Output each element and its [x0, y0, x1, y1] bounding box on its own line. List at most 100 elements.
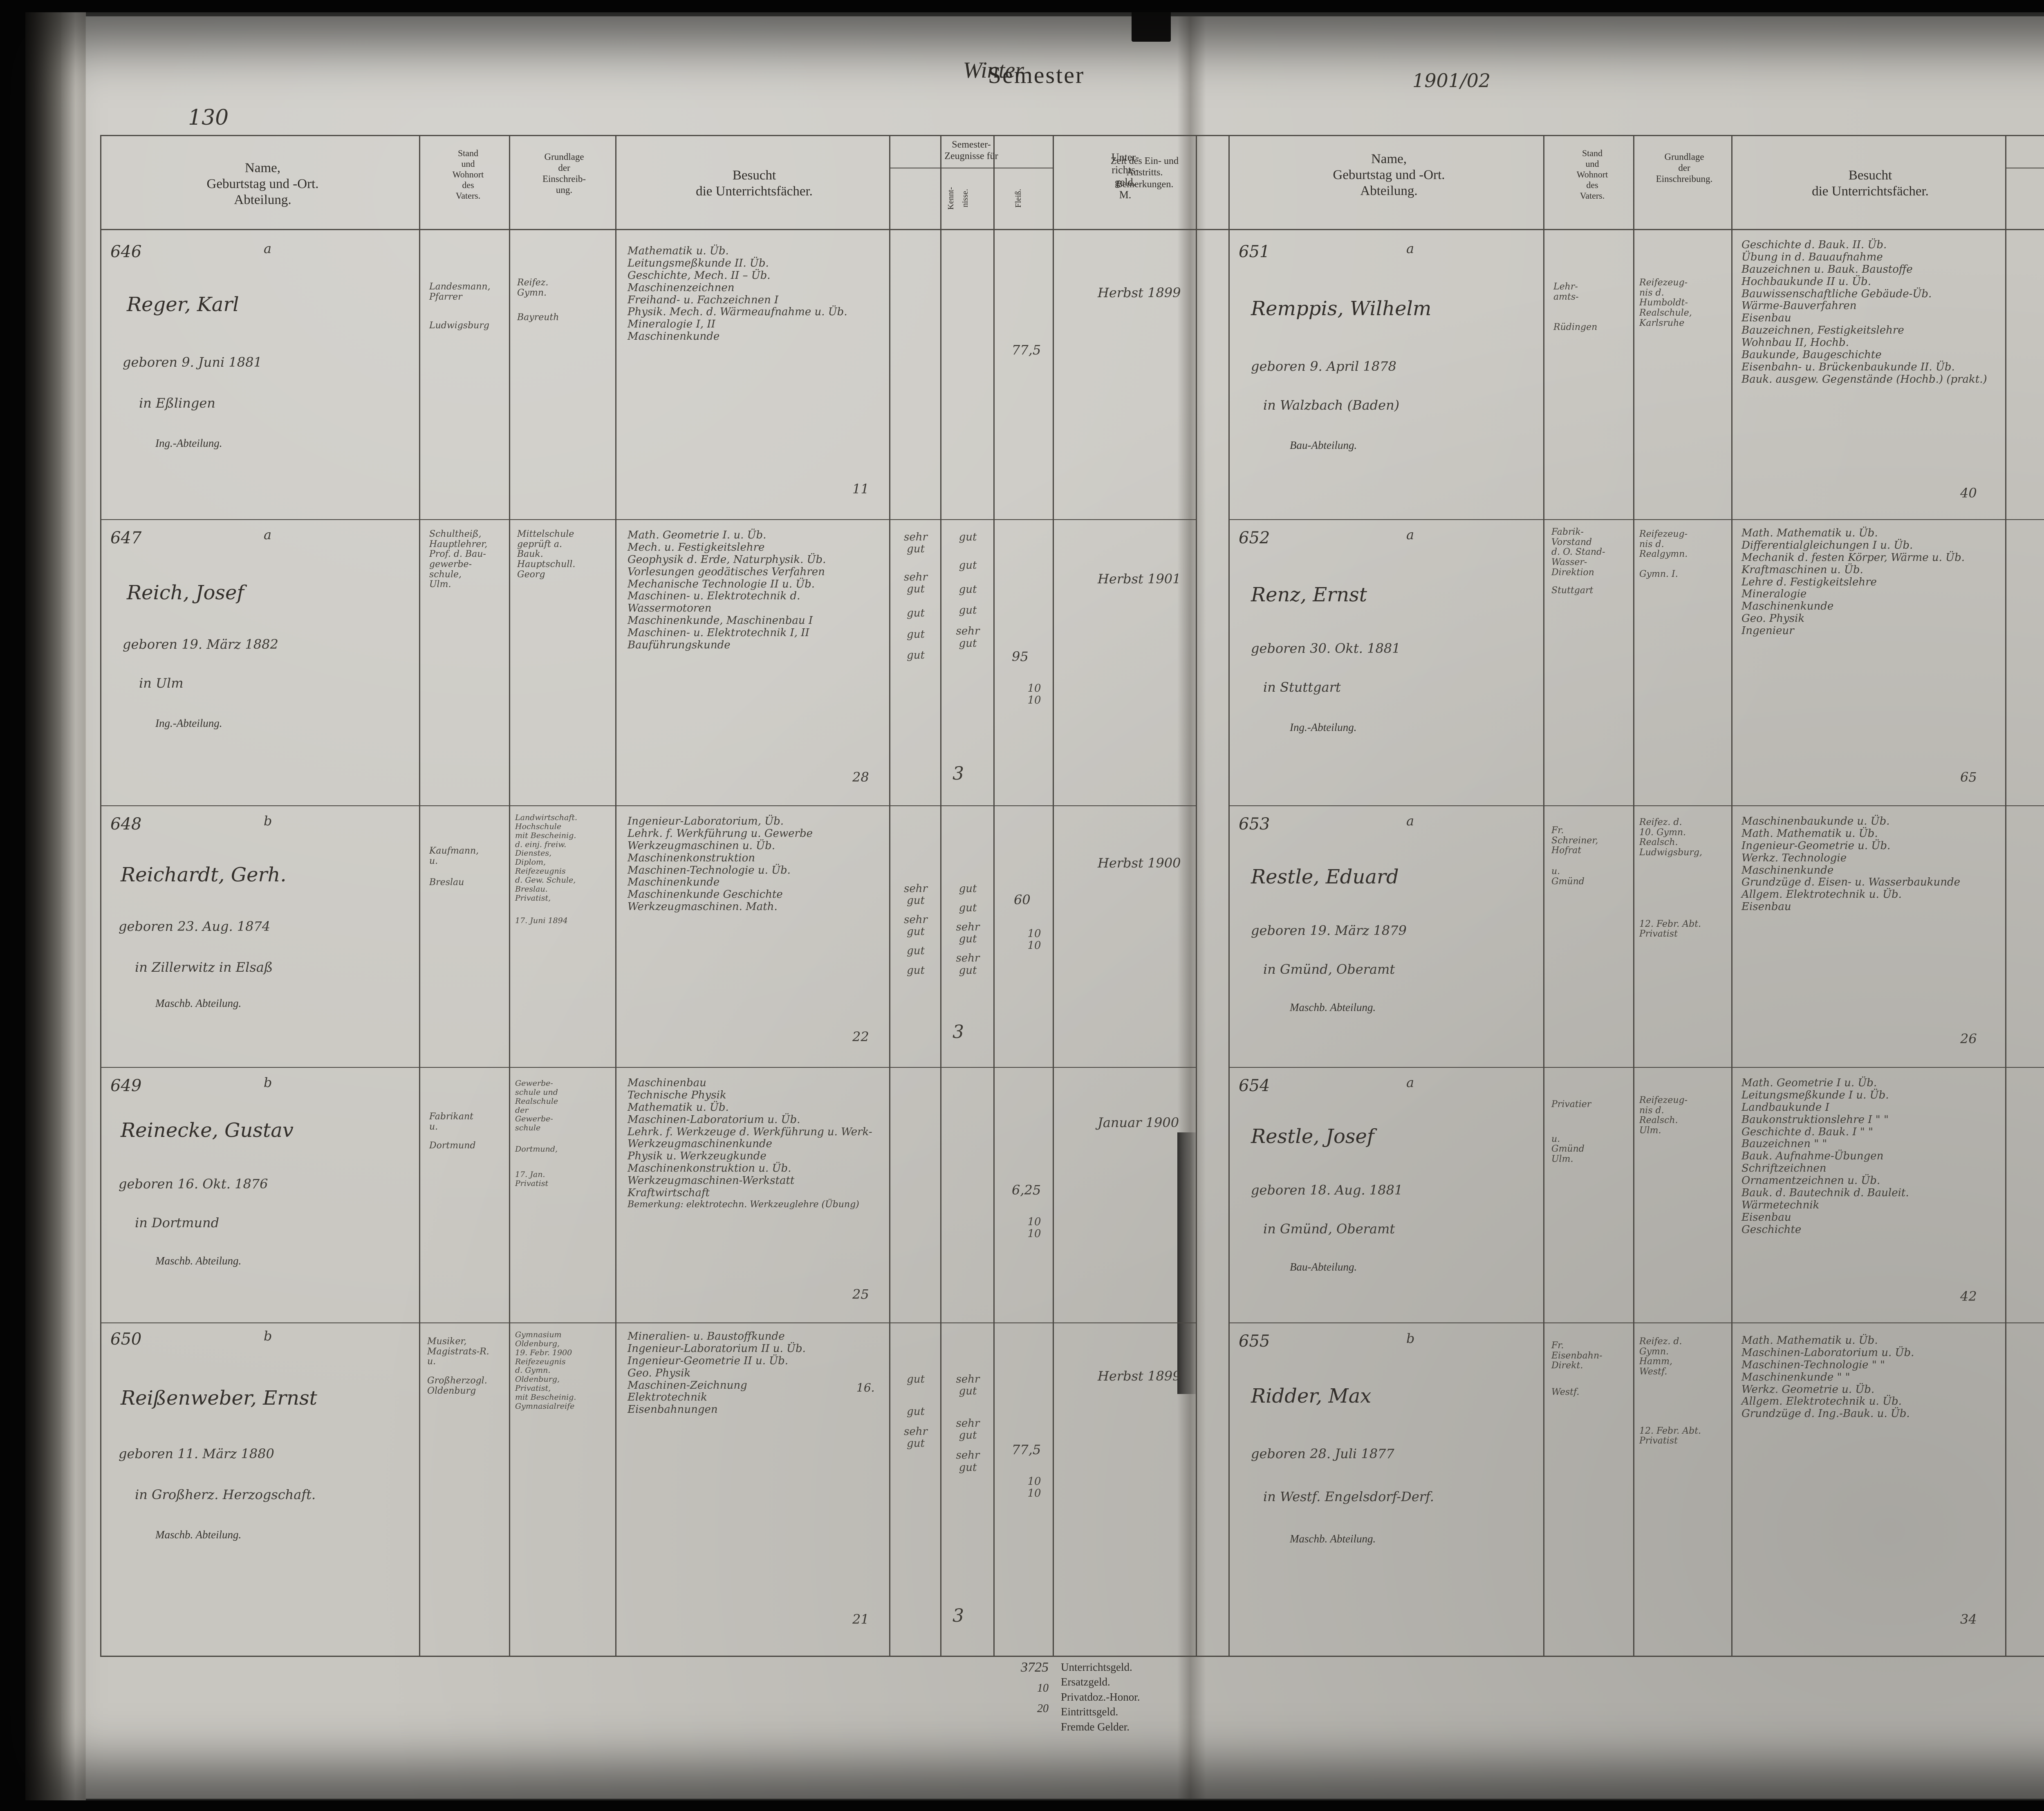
entry-geld: 95 — [1012, 649, 1029, 664]
header-right-faecher: Besucht die Unterrichtsfächer. — [1812, 168, 1929, 199]
row-rule-r2 — [1228, 805, 2044, 806]
entry-number: 648 — [110, 815, 142, 834]
entry-number: 652 — [1239, 529, 1270, 547]
entry-place: in Dortmund — [135, 1215, 220, 1230]
entry-name: Reich, Josef — [127, 581, 244, 604]
entry-vater: Privatier u. Gmünd Ulm. — [1551, 1099, 1591, 1164]
col-rule-l1 — [419, 135, 420, 1657]
entry-place: in Großherz. Herzogschaft. — [135, 1487, 316, 1502]
entry-faecher: Mathematik u. Üb. Leitungsmeßkunde II. Ü… — [628, 245, 847, 343]
entry-abteilung-letter: b — [264, 1075, 272, 1090]
entry-subtotal: 34 — [1960, 1612, 1977, 1627]
totals-labels-left: Unterrichtsgeld. Ersatzgeld. Privatdoz.-… — [1061, 1661, 1140, 1733]
entry-fleiss: gut gut sehr gut sehr gut — [956, 883, 980, 977]
entry-name: Reinecke, Gustav — [121, 1119, 294, 1142]
entry-einschreibung: Gewerbe-schule und Realschule der Gewerbe-s… — [515, 1079, 558, 1188]
entry-place: in Zillerwitz in Elsaß — [135, 959, 273, 975]
entry-number: 646 — [110, 242, 142, 261]
entry-einschreibung: Reifezeug-nis d. Realgymn. Gymn. I. — [1639, 529, 1688, 579]
entry-place: in Eßlingen — [139, 395, 215, 411]
entry-note-left: 16. — [856, 1381, 875, 1394]
col-rule-l0 — [100, 135, 101, 1657]
entry-abteilung: Ing.-Abteilung. — [155, 437, 222, 449]
header-right-vater: Stand und Wohnort des Vaters. — [1576, 148, 1608, 201]
header-left-zeugnisse: Semester- Zeugnisse für — [944, 139, 998, 162]
entry-vater: Kaufmann, u. Breslau — [429, 846, 479, 888]
entry-faecher: Ingenieur-Laboratorium, Üb. Lehrk. f. We… — [628, 815, 813, 913]
entry-vater: Fr. Schreiner, Hofrat u. Gmünd — [1551, 825, 1598, 887]
header-left-faecher: Besucht die Unterrichtsfächer. — [696, 168, 813, 199]
header-right-einschreibung: Grundlage der Einschreibung. — [1656, 152, 1713, 184]
entry-abteilung-letter: a — [1406, 527, 1414, 542]
entry-faecher: Mineralien- u. Baustoffkunde Ingenieur-L… — [628, 1330, 806, 1416]
col-rule-l4 — [889, 135, 890, 1657]
entry-number: 649 — [110, 1076, 142, 1095]
entry-einschreibung: Reifezeug-nis d. Realsch. Ulm. — [1639, 1095, 1688, 1136]
entry-name: Reißenweber, Ernst — [121, 1387, 317, 1410]
entry-zeit: Herbst 1899 — [1098, 285, 1181, 300]
row-rule-l1 — [100, 519, 1196, 520]
entry-vater: Schultheiß, Hauptlehrer, Prof. d. Bau-gewe… — [429, 529, 488, 590]
entry-einschreibung: Mittelschule geprüft a. Bauk. Hauptschull. G… — [517, 529, 576, 580]
entry-subtotal: 25 — [852, 1287, 869, 1302]
col-rule-r3 — [1731, 135, 1732, 1657]
col-rule-l7 — [1053, 135, 1054, 1657]
entry-fleiss: sehr gut sehr gut sehr gut — [956, 1373, 980, 1474]
table-top-rule — [100, 135, 2044, 136]
header-left-fleiss: Fleiß. — [1014, 188, 1023, 208]
entry-abteilung-letter: a — [1406, 241, 1414, 256]
entry-name: Remppis, Wilhelm — [1251, 297, 1432, 320]
entry-place: in Gmünd, Oberamt — [1263, 1221, 1395, 1237]
entry-kenntnisse: sehr gut sehr gut gut gut — [904, 883, 928, 977]
entry-born: geboren 9. April 1878 — [1251, 359, 1396, 374]
entry-geld: 77,5 — [1012, 1442, 1041, 1457]
col-rule-l8 — [1196, 135, 1197, 1657]
entry-einschreibung: Reifez. Gymn. Bayreuth — [517, 278, 559, 323]
entry-abteilung: Ing.-Abteilung. — [1290, 721, 1357, 733]
entry-faecher: Math. Geometrie I u. Üb. Leitungsmeßkund… — [1741, 1077, 1909, 1236]
entry-kenntnisse: gut gut sehr gut — [904, 1373, 928, 1450]
entry-name: Reichardt, Gerh. — [121, 863, 287, 886]
entry-place: in Ulm — [139, 675, 184, 691]
entry-fleiss: gut gut gut gut sehr gut — [956, 531, 980, 650]
scan-artefact-gutter — [1177, 1132, 1196, 1394]
entry-zeit: Herbst 1901 — [1098, 571, 1181, 587]
entry-abteilung: Maschb. Abteilung. — [155, 997, 242, 1009]
semester-title-printed: Semester — [988, 62, 1085, 88]
entry-subtotal2: 3 — [953, 763, 964, 784]
entry-subtotal: 28 — [852, 769, 869, 785]
entry-subtotal: 22 — [852, 1029, 869, 1044]
entry-abteilung-letter: b — [264, 813, 272, 829]
scan-border-top — [0, 0, 2044, 12]
entry-place: in Stuttgart — [1263, 679, 1341, 695]
col-rule-l6 — [993, 135, 995, 1657]
row-rule-l4 — [100, 1322, 1196, 1323]
entry-abteilung-letter: b — [264, 1328, 272, 1344]
entry-faecher: Maschinenbau Technische Physik Mathemati… — [628, 1077, 872, 1210]
entry-faecher: Math. Mathematik u. Üb. Differentialglei… — [1741, 527, 1965, 637]
entry-subtotal2: 3 — [953, 1022, 964, 1042]
entry-faecher: Math. Mathematik u. Üb. Maschinen-Labora… — [1741, 1334, 1914, 1420]
entry-abteilung-letter: a — [1406, 1075, 1414, 1090]
header-left-zeit: Zeit des Ein- und Austritts. Bemerkungen… — [1111, 156, 1179, 190]
entry-subtotal: 42 — [1960, 1289, 1977, 1304]
entry-name: Reger, Karl — [127, 293, 239, 316]
entry-vater: Landesmann, Pfarrer Ludwigsburg — [429, 282, 491, 331]
table-bottom-rule — [100, 1656, 2044, 1657]
semester-title-handwritten: Winter — [963, 58, 1024, 83]
entry-geld-extra: 10 10 — [1027, 1475, 1041, 1500]
col-rule-l3 — [615, 135, 616, 1657]
entry-einschreibung: Gymnasium Oldenburg, 19. Febr. 1900 Reifeze… — [515, 1330, 576, 1411]
entry-subtotal: 21 — [852, 1612, 869, 1627]
entry-einschreibung: Landwirtschaft. Hochschule mit Bescheinig.… — [515, 813, 578, 926]
entry-geld-extra: 10 10 — [1027, 682, 1041, 707]
entry-number: 650 — [110, 1330, 142, 1349]
semester-year: 1901/02 — [1412, 69, 1491, 92]
entry-born: geboren 23. Aug. 1874 — [119, 919, 271, 934]
entry-number: 655 — [1239, 1332, 1270, 1351]
header-left-geld: Unter- richts- geld. M. — [1111, 151, 1139, 201]
entry-place: in Westf. Engelsdorf-Derf. — [1263, 1489, 1434, 1504]
header-bottom-rule — [100, 229, 2044, 230]
entry-born: geboren 18. Aug. 1881 — [1251, 1182, 1403, 1198]
